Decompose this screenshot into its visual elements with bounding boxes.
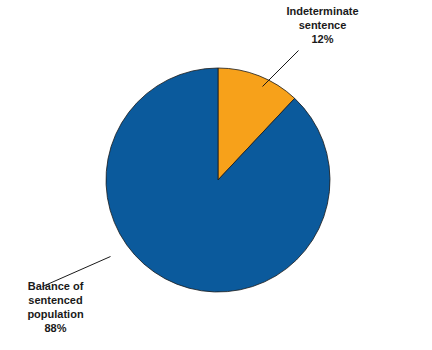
svg-text:Indeterminatesentence12%: Indeterminatesentence12% bbox=[286, 5, 358, 45]
svg-text:Balance ofsentencedpopulation8: Balance ofsentencedpopulation88% bbox=[27, 280, 83, 333]
